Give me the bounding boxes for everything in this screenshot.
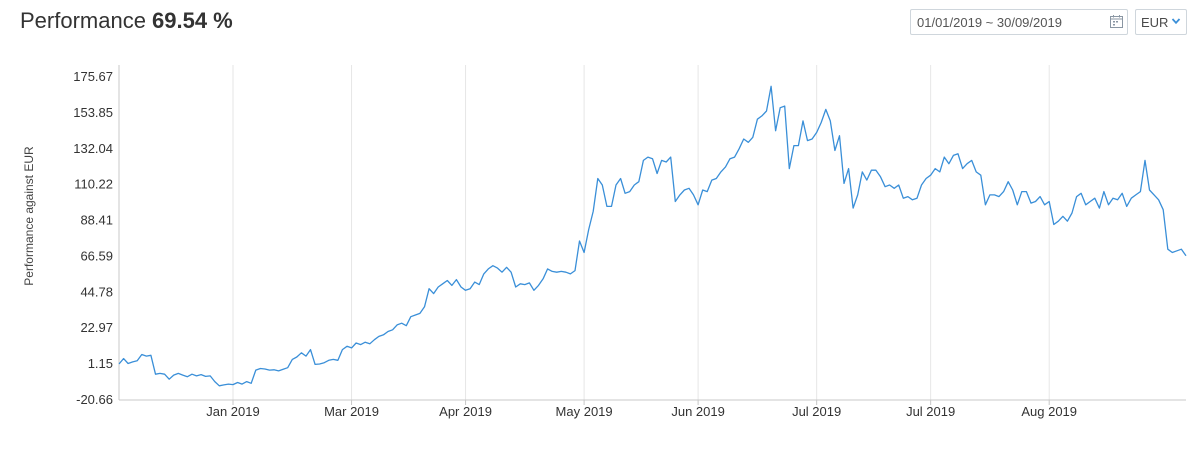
x-tick-label: Jun 2019 bbox=[671, 404, 725, 419]
y-tick-labels: -20.66 1.15 22.97 44.78 66.59 88.41 110.22 132.… bbox=[73, 69, 113, 407]
x-tick-label: May 2019 bbox=[556, 404, 613, 419]
axes bbox=[118, 65, 1186, 405]
page-title: Performance bbox=[20, 8, 146, 33]
y-tick-label: 22.97 bbox=[80, 320, 113, 335]
currency-label: EUR bbox=[1141, 15, 1169, 30]
y-tick-label: 88.41 bbox=[80, 213, 113, 228]
x-tick-label: Mar 2019 bbox=[324, 404, 379, 419]
x-tick-label: Aug 2019 bbox=[1021, 404, 1077, 419]
y-tick-label: 44.78 bbox=[80, 284, 113, 299]
x-tick-label: Apr 2019 bbox=[439, 404, 492, 419]
performance-series-line bbox=[118, 85, 1187, 387]
x-tick-label: Jul 2019 bbox=[906, 404, 955, 419]
y-tick-label: -20.66 bbox=[76, 392, 113, 407]
y-tick-label: 153.85 bbox=[73, 105, 113, 120]
date-range-text: 01/01/2019 ~ 30/09/2019 bbox=[917, 15, 1062, 30]
y-tick-label: 66.59 bbox=[80, 248, 113, 263]
y-tick-label: 175.67 bbox=[73, 69, 113, 84]
x-tick-labels: Jan 2019 Mar 2019 Apr 2019 May 2019 Jun 2019… bbox=[206, 404, 1077, 419]
x-tick-label: Jul 2019 bbox=[792, 404, 841, 419]
y-tick-label: 110.22 bbox=[74, 177, 113, 192]
x-tick-label: Jan 2019 bbox=[206, 404, 260, 419]
calendar-icon bbox=[1110, 15, 1123, 28]
grid bbox=[232, 65, 1050, 400]
y-tick-label: 132.04 bbox=[73, 141, 113, 156]
chevron-down-icon bbox=[1171, 18, 1181, 25]
currency-select[interactable]: EUR bbox=[1135, 9, 1187, 35]
y-tick-label: 1.15 bbox=[88, 356, 113, 371]
date-range-picker[interactable]: 01/01/2019 ~ 30/09/2019 bbox=[910, 9, 1128, 35]
performance-value: 69.54 % bbox=[152, 8, 233, 33]
y-axis-label: Performance against EUR bbox=[22, 146, 36, 286]
